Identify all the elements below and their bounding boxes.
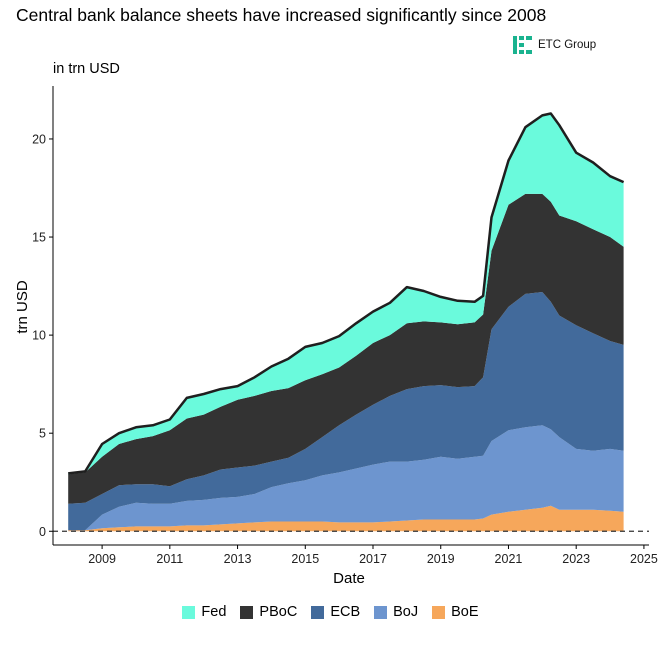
y-tick-label: 15 [32,231,46,245]
legend-label: Fed [201,604,227,620]
y-tick-label: 20 [32,132,46,146]
logo-text: ETC Group [538,39,597,51]
legend-item-boe: BoE [432,604,479,620]
chart-subtitle: in trn USD [53,61,120,77]
legend-label: BoE [451,604,479,620]
chart-title: Central bank balance sheets have increas… [16,5,547,25]
x-tick-label: 2013 [224,552,252,566]
x-tick-label: 2011 [156,552,183,566]
area-ecb [68,292,624,531]
legend-label: BoJ [393,604,419,620]
legend-item-ecb: ECB [311,604,360,620]
x-tick-label: 2023 [562,552,590,566]
legend-item-boj: BoJ [374,604,418,620]
area-boj [68,425,624,531]
total-outline-line [68,112,625,475]
y-tick-label: 10 [32,329,46,343]
area-layer [53,112,649,532]
legend-key [374,605,388,619]
axes-layer: 0 5 10 15 20 2009 2011 2013 2015 2017 2019 2021 2023… [32,86,658,566]
area-fed [68,113,624,475]
stacked-area-chart: 0 5 10 15 20 2009 2011 2013 2015 2017 2019 2021 2023… [14,86,658,587]
y-axis-label: trn USD [14,280,31,334]
x-tick-label: 2009 [88,552,116,566]
legend-label: PBoC [259,604,298,620]
x-tick-label: 2015 [291,552,319,566]
area-pboc [68,193,624,504]
legend: Fed PBoC ECB BoJ BoE [0,604,661,620]
x-tick-label: 2019 [427,552,455,566]
logo: ETC Group [513,36,596,54]
x-tick-label: 2017 [359,552,387,566]
area-boe [68,505,624,532]
x-axis-label: Date [333,570,365,587]
legend-item-fed: Fed [182,604,226,620]
legend-key [432,605,446,619]
x-tick-label: 2025 [630,552,658,566]
etc-group-logo-icon [513,36,532,54]
x-tick-label: 2021 [495,552,523,566]
legend-key [311,605,325,619]
y-tick-label: 5 [39,427,46,441]
legend-item-pboc: PBoC [240,604,297,620]
legend-label: ECB [330,604,361,620]
legend-key [182,605,196,619]
legend-key [240,605,254,619]
y-tick-label: 0 [39,525,46,539]
